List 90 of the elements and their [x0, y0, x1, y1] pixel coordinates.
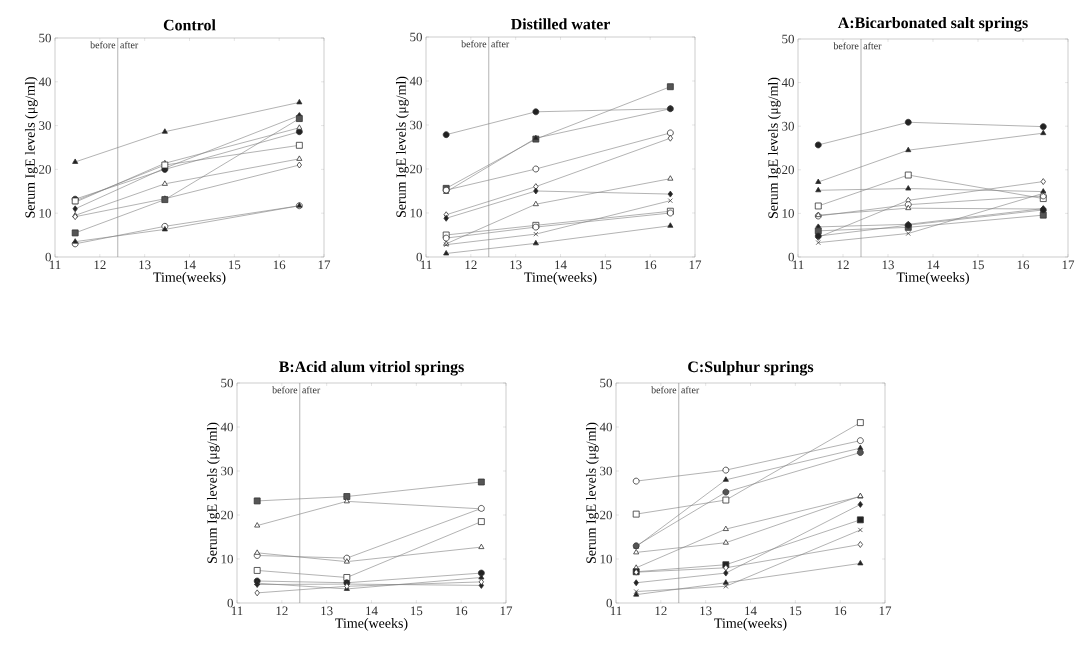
x-tick-label: 13: [510, 260, 522, 270]
y-tick-label: 50: [39, 33, 51, 43]
x-tick-label: 13: [321, 606, 333, 616]
x-axis-title: Time(weeks): [896, 272, 969, 285]
chart-title: Distilled water: [510, 18, 610, 30]
x-tick-label: 16: [273, 260, 286, 270]
x-tick-label: 15: [411, 606, 423, 616]
y-tick-label: 10: [39, 208, 51, 218]
x-tick-label: 11: [231, 606, 243, 616]
y-tick-label: 50: [410, 32, 422, 42]
y-tick-label: 20: [782, 165, 794, 175]
x-tick-label: 14: [745, 606, 757, 616]
y-tick-label: 40: [409, 76, 422, 86]
x-tick-label: 12: [276, 606, 288, 616]
y-tick-label: 50: [600, 378, 612, 388]
x-tick-label: 16: [1017, 260, 1030, 270]
y-tick-label: 20: [39, 165, 51, 174]
chart-title: B:Acid alum vitriol springs: [279, 360, 464, 376]
y-tick-label: 30: [782, 121, 794, 131]
annotation: before: [272, 386, 298, 394]
x-tick-label: 15: [790, 606, 802, 616]
annotation: before: [461, 40, 487, 48]
y-tick-label: 30: [410, 120, 422, 130]
y-tick-label: 40: [220, 422, 233, 432]
y-tick-label: 40: [781, 78, 794, 87]
y-tick-label: 10: [600, 554, 612, 564]
x-tick-label: 15: [229, 260, 241, 270]
y-tick-label: 20: [221, 510, 233, 520]
x-tick-label: 15: [972, 260, 984, 270]
x-tick-label: 13: [882, 260, 894, 270]
y-tick-label: 0: [788, 252, 794, 262]
x-tick-label: 14: [184, 260, 196, 270]
y-tick-label: 40: [599, 422, 612, 432]
y-tick-label: 10: [782, 209, 794, 218]
x-tick-label: 16: [455, 606, 468, 616]
y-tick-label: 30: [39, 121, 51, 130]
y-tick-label: 0: [45, 252, 51, 262]
y-tick-label: 40: [38, 77, 51, 87]
x-tick-label: 12: [465, 260, 477, 270]
x-tick-label: 14: [927, 260, 940, 270]
x-axis-title: Time(weeks): [153, 272, 226, 285]
annotation: before: [651, 386, 677, 394]
x-tick-label: 11: [420, 260, 432, 270]
y-axis-title: Serum IgE levels (μg/ml): [585, 422, 599, 564]
y-tick-label: 10: [410, 208, 422, 218]
x-tick-label: 17: [500, 606, 513, 616]
x-tick-label: 15: [600, 260, 612, 270]
y-tick-label: 0: [227, 598, 233, 608]
x-tick-label: 12: [655, 606, 667, 616]
x-axis-title: Time(weeks): [335, 618, 408, 631]
x-tick-label: 11: [792, 260, 804, 270]
y-tick-label: 50: [221, 378, 233, 388]
y-tick-label: 50: [782, 34, 794, 44]
x-tick-label: 16: [644, 260, 657, 270]
x-tick-label: 17: [879, 606, 892, 616]
y-tick-label: 30: [600, 466, 612, 476]
x-axis-title: Time(weeks): [524, 272, 597, 285]
chart-title: Control: [163, 19, 216, 31]
annotation: after: [863, 42, 882, 50]
annotation: after: [120, 41, 139, 49]
annotation: after: [302, 386, 321, 394]
annotation: after: [681, 386, 700, 394]
y-tick-label: 10: [221, 554, 233, 564]
x-tick-label: 12: [94, 260, 106, 270]
y-axis-title: Serum IgE levels (μg/ml): [24, 77, 38, 218]
x-tick-label: 17: [1062, 260, 1075, 270]
annotation: after: [491, 40, 510, 48]
chart-title: A:Bicarbonated salt springs: [837, 16, 1028, 32]
y-tick-label: 0: [606, 598, 612, 608]
chart-title: C:Sulphur springs: [688, 360, 814, 376]
x-tick-label: 11: [610, 606, 622, 616]
x-tick-label: 12: [837, 260, 849, 270]
y-tick-label: 20: [410, 164, 422, 174]
x-tick-label: 17: [318, 260, 331, 270]
x-tick-label: 14: [555, 260, 567, 270]
y-tick-label: 0: [416, 252, 422, 262]
x-tick-label: 14: [366, 606, 378, 616]
y-tick-label: 20: [600, 510, 612, 520]
x-tick-label: 13: [139, 260, 151, 270]
x-axis-title: Time(weeks): [714, 618, 787, 631]
y-axis-title: Serum IgE levels (μg/ml): [206, 422, 220, 564]
y-axis-title: Serum IgE levels (μg/ml): [395, 76, 409, 217]
x-tick-label: 16: [834, 606, 847, 616]
x-tick-label: 11: [49, 260, 61, 270]
y-axis-title: Serum IgE levels (μg/ml): [767, 77, 781, 218]
x-tick-label: 17: [689, 260, 702, 270]
annotation: before: [90, 41, 116, 49]
x-tick-label: 13: [700, 606, 712, 616]
annotation: before: [833, 42, 859, 50]
y-tick-label: 30: [221, 466, 233, 476]
